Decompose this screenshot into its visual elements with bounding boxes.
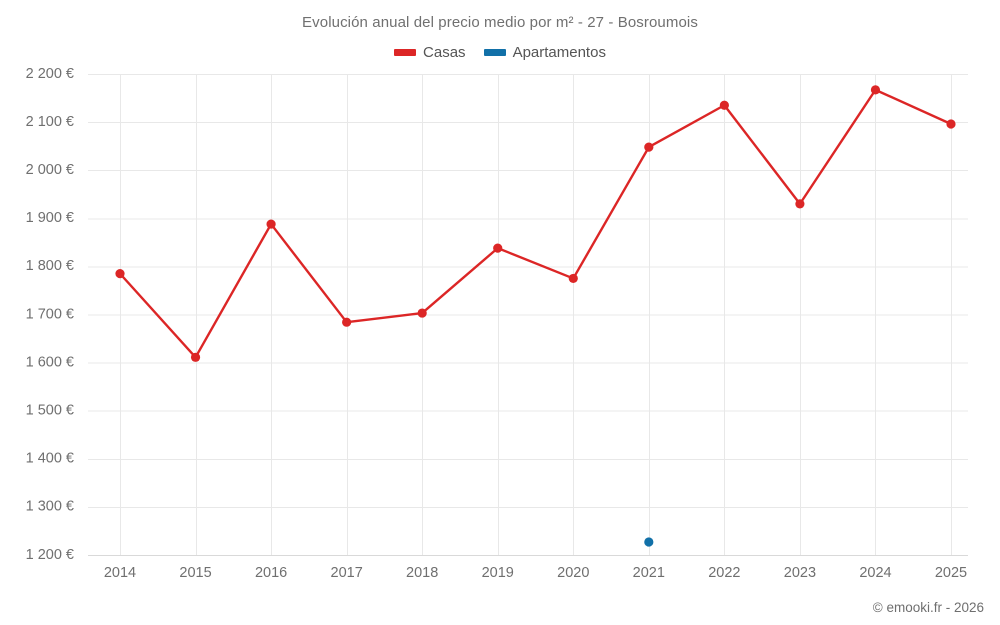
legend-label-apartamentos: Apartamentos — [512, 44, 606, 61]
x-axis-tick-label: 2015 — [179, 565, 211, 581]
legend-item-casas[interactable]: Casas — [394, 44, 466, 61]
x-axis-tick-label: 2019 — [482, 565, 514, 581]
data-point[interactable] — [266, 219, 276, 229]
y-axis-tick-label: 1 800 € — [26, 258, 74, 274]
x-axis-tick-label: 2014 — [104, 565, 136, 581]
data-point[interactable] — [644, 537, 654, 547]
series-line-casas — [118, 88, 953, 359]
x-axis-tick-label: 2020 — [557, 565, 589, 581]
chart-legend: Casas Apartamentos — [0, 44, 1000, 61]
y-axis-tick-label: 1 700 € — [26, 306, 74, 322]
y-axis-tick-label: 1 600 € — [26, 354, 74, 370]
data-point[interactable] — [493, 243, 503, 253]
x-axis-tick-label: 2024 — [859, 565, 891, 581]
legend-label-casas: Casas — [423, 44, 466, 61]
data-point[interactable] — [568, 273, 578, 284]
x-axis-tick-label: 2021 — [633, 565, 665, 581]
x-axis-tick-label: 2022 — [708, 565, 740, 581]
data-point[interactable] — [795, 199, 805, 209]
chart-title: Evolución anual del precio medio por m² … — [302, 14, 698, 31]
y-axis-tick-label: 1 200 € — [26, 547, 74, 563]
legend-item-apartamentos[interactable]: Apartamentos — [483, 44, 606, 61]
data-point[interactable] — [946, 119, 956, 129]
y-axis-tick-label: 2 100 € — [26, 114, 74, 130]
data-point[interactable] — [342, 317, 352, 327]
data-point[interactable] — [719, 100, 729, 110]
x-axis-tick-label: 2018 — [406, 565, 438, 581]
y-axis-tick-label: 2 200 € — [26, 66, 74, 82]
data-point[interactable] — [644, 142, 654, 152]
data-point[interactable] — [115, 269, 125, 279]
x-axis-tick-label: 2025 — [935, 565, 967, 581]
data-point[interactable] — [190, 352, 201, 362]
y-axis-tick-label: 1 500 € — [26, 403, 74, 419]
legend-swatch-casas — [394, 49, 417, 56]
legend-swatch-apartamentos — [483, 49, 506, 56]
x-axis-tick-label: 2023 — [784, 565, 816, 581]
x-axis-tick-label: 2016 — [255, 565, 287, 581]
y-axis-tick-label: 1 900 € — [26, 210, 74, 226]
y-axis-tick-label: 2 000 € — [26, 162, 74, 178]
y-axis-tick-label: 1 300 € — [26, 499, 74, 515]
data-point[interactable] — [417, 308, 427, 318]
x-axis-tick-label: 2017 — [331, 565, 363, 581]
data-point[interactable] — [870, 85, 881, 95]
y-axis-tick-label: 1 400 € — [26, 451, 74, 467]
footer-credit: © emooki.fr - 2026 — [872, 600, 984, 615]
